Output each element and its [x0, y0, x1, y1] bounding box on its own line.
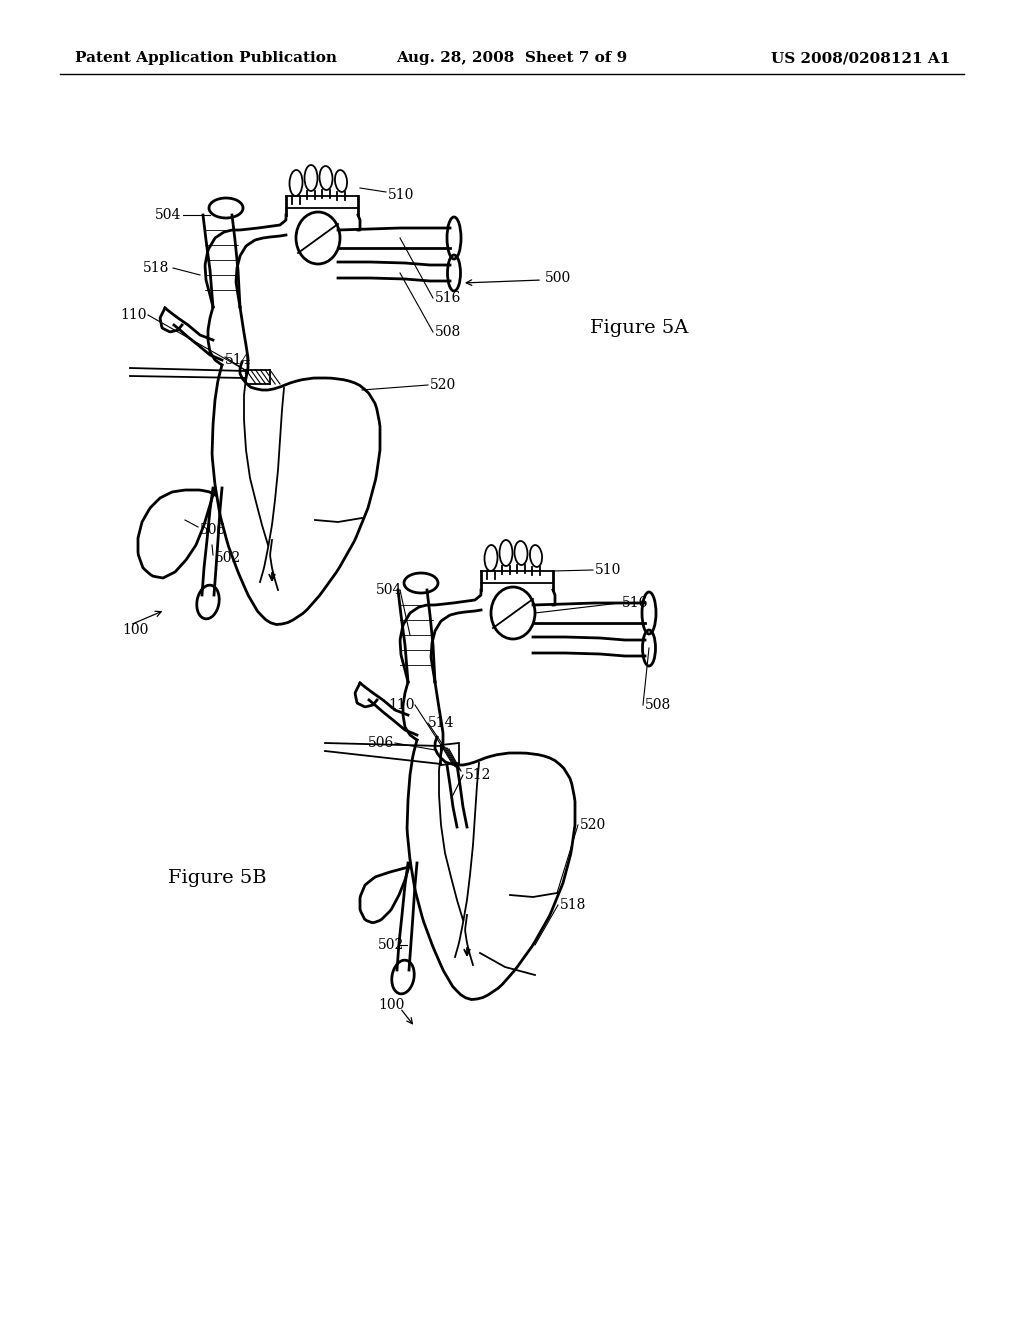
Text: 110: 110: [388, 698, 415, 711]
Text: 510: 510: [388, 187, 415, 202]
Text: 510: 510: [595, 564, 622, 577]
Text: 502: 502: [215, 550, 242, 565]
Text: Patent Application Publication: Patent Application Publication: [75, 51, 337, 65]
Text: 508: 508: [645, 698, 672, 711]
Text: 506: 506: [200, 523, 226, 537]
Text: 520: 520: [430, 378, 457, 392]
Text: 506: 506: [368, 737, 394, 750]
Text: 518: 518: [560, 898, 587, 912]
Text: 502: 502: [378, 939, 404, 952]
Text: 514: 514: [428, 715, 455, 730]
Text: Aug. 28, 2008  Sheet 7 of 9: Aug. 28, 2008 Sheet 7 of 9: [396, 51, 628, 65]
Text: 100: 100: [378, 998, 404, 1012]
Text: Figure 5B: Figure 5B: [168, 869, 266, 887]
Text: 110: 110: [120, 308, 146, 322]
Text: 514: 514: [225, 352, 252, 367]
Text: 518: 518: [143, 261, 169, 275]
Text: Figure 5A: Figure 5A: [590, 319, 688, 337]
Text: 504: 504: [376, 583, 402, 597]
Text: 508: 508: [435, 325, 461, 339]
Text: 500: 500: [545, 271, 571, 285]
Text: 520: 520: [580, 818, 606, 832]
Text: 516: 516: [435, 290, 462, 305]
Text: 516: 516: [622, 597, 648, 610]
Text: 100: 100: [122, 623, 148, 638]
Text: 504: 504: [155, 209, 181, 222]
Text: US 2008/0208121 A1: US 2008/0208121 A1: [771, 51, 950, 65]
Text: 512: 512: [465, 768, 492, 781]
